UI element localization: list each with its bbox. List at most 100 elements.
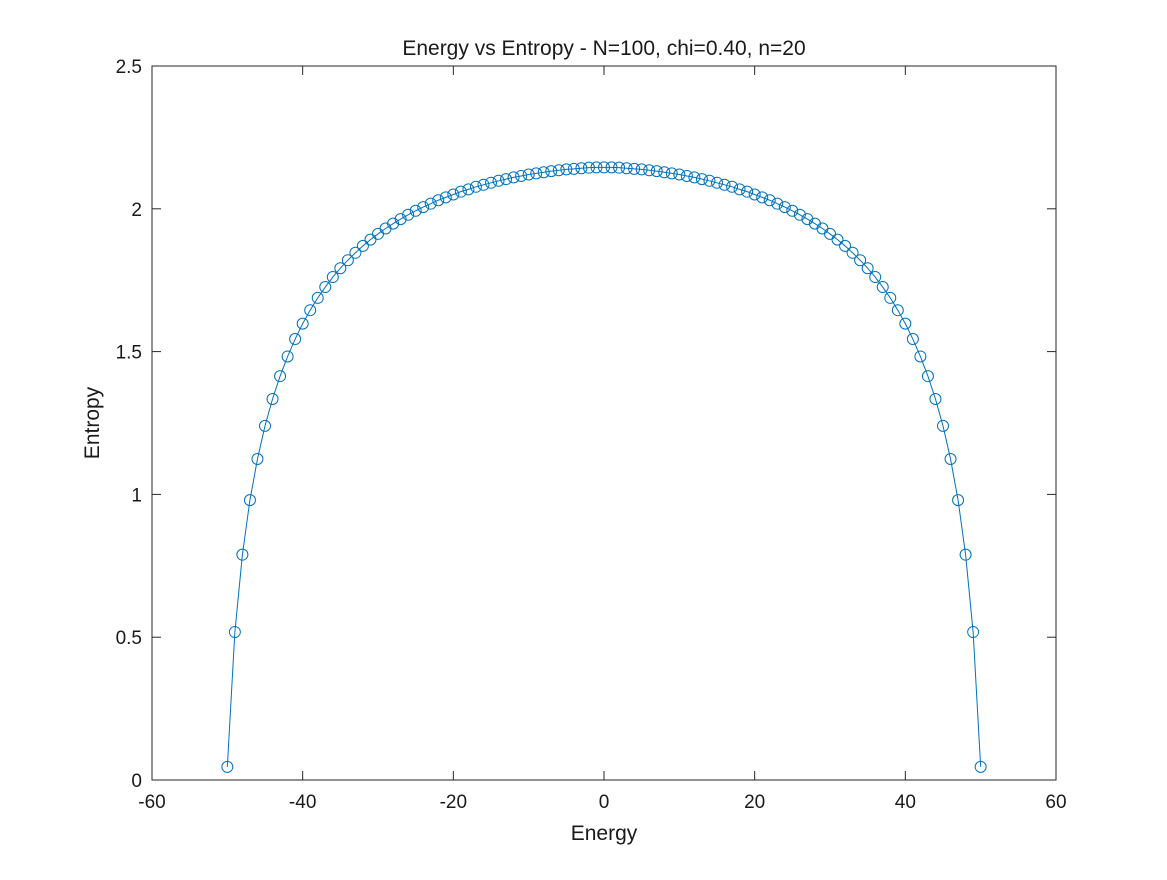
- data-point: [854, 254, 867, 267]
- data-point: [876, 281, 889, 294]
- x-tick-label: 0: [599, 792, 610, 813]
- data-point: [462, 183, 475, 196]
- data-point: [326, 271, 339, 284]
- data-point: [801, 213, 814, 226]
- data-point: [402, 208, 415, 221]
- data-point: [665, 167, 678, 180]
- data-point: [394, 213, 407, 226]
- data-point: [620, 162, 633, 175]
- data-point: [711, 176, 723, 189]
- data-point: [974, 760, 987, 773]
- data-point: [884, 291, 897, 304]
- data-point: [409, 204, 422, 217]
- data-point: [266, 393, 279, 406]
- data-point: [545, 165, 558, 178]
- data-point: [891, 304, 904, 317]
- x-tick-labels: -60 -40 -20 0 20 40 60: [138, 792, 1066, 813]
- data-point: [839, 239, 852, 252]
- data-point: [921, 370, 934, 383]
- data-point: [688, 171, 701, 184]
- data-point: [650, 165, 663, 178]
- data-point: [228, 626, 241, 639]
- x-tick-label: -20: [440, 792, 467, 813]
- data-point: [530, 167, 543, 180]
- data-point: [387, 217, 400, 230]
- data-point: [952, 494, 965, 507]
- data-point: [341, 254, 354, 267]
- data-point: [726, 180, 739, 193]
- data-point: [575, 162, 588, 175]
- data-point: [560, 163, 573, 176]
- data-point: [417, 201, 430, 214]
- data-point: [281, 350, 294, 363]
- chart-title: Energy vs Entropy - N=100, chi=0.40, n=2…: [402, 37, 805, 60]
- y-tick-label: 1.5: [116, 343, 142, 364]
- data-point: [824, 227, 836, 240]
- data-point: [485, 176, 497, 189]
- data-point: [243, 494, 256, 507]
- data-point: [756, 191, 769, 204]
- data-point: [582, 161, 595, 174]
- data-point: [251, 452, 264, 465]
- data-point: [454, 185, 467, 198]
- data-point: [289, 333, 302, 346]
- data-point: [598, 161, 610, 174]
- data-point: [590, 161, 603, 174]
- data-point: [236, 548, 249, 561]
- y-tick-label: 2: [131, 200, 142, 221]
- y-axis-label: Entropy: [81, 386, 104, 459]
- data-point: [311, 291, 324, 304]
- series-line: [226, 166, 982, 767]
- data-point: [567, 162, 580, 175]
- data-point: [906, 333, 919, 346]
- data-point: [680, 169, 693, 182]
- data-point: [605, 161, 618, 174]
- data-point: [304, 304, 317, 317]
- data-point: [741, 185, 754, 198]
- data-point: [334, 262, 347, 275]
- series-layer: [221, 161, 987, 773]
- data-point: [349, 246, 362, 259]
- data-point: [469, 180, 482, 193]
- data-point: [793, 208, 806, 221]
- data-point: [635, 163, 648, 176]
- plot-area: [152, 66, 1056, 780]
- data-point: [967, 626, 980, 639]
- x-tick-label: 40: [895, 792, 916, 813]
- data-point: [447, 188, 460, 201]
- data-point: [424, 197, 437, 210]
- data-point: [914, 350, 927, 363]
- data-point: [959, 548, 972, 561]
- y-tick-label: 0: [131, 771, 142, 792]
- data-point: [522, 168, 535, 181]
- data-point: [221, 760, 234, 773]
- data-point: [507, 171, 520, 184]
- y-tick-label: 1: [131, 485, 142, 506]
- data-point: [869, 271, 882, 284]
- data-point: [944, 452, 957, 465]
- data-point: [658, 166, 671, 179]
- x-tick-label: 20: [744, 792, 765, 813]
- y-tick-label: 2.5: [116, 57, 142, 78]
- data-point: [492, 174, 505, 187]
- data-point: [763, 194, 776, 207]
- data-point: [356, 239, 369, 252]
- x-tick-label: 60: [1045, 792, 1066, 813]
- x-axis-label: Energy: [571, 822, 638, 845]
- x-tick-label: -60: [138, 792, 165, 813]
- data-point: [831, 233, 844, 246]
- data-point: [613, 161, 626, 174]
- data-point: [861, 262, 874, 275]
- data-point: [703, 174, 716, 187]
- data-point: [439, 191, 452, 204]
- data-point: [259, 419, 271, 432]
- data-point: [643, 164, 656, 177]
- data-point: [846, 246, 859, 259]
- data-point: [748, 188, 761, 201]
- data-point: [537, 166, 550, 179]
- data-point: [718, 178, 731, 191]
- data-point: [319, 281, 332, 294]
- y-tick-labels: 0 0.5 1 1.5 2 2.5: [116, 57, 142, 792]
- data-point: [937, 419, 949, 432]
